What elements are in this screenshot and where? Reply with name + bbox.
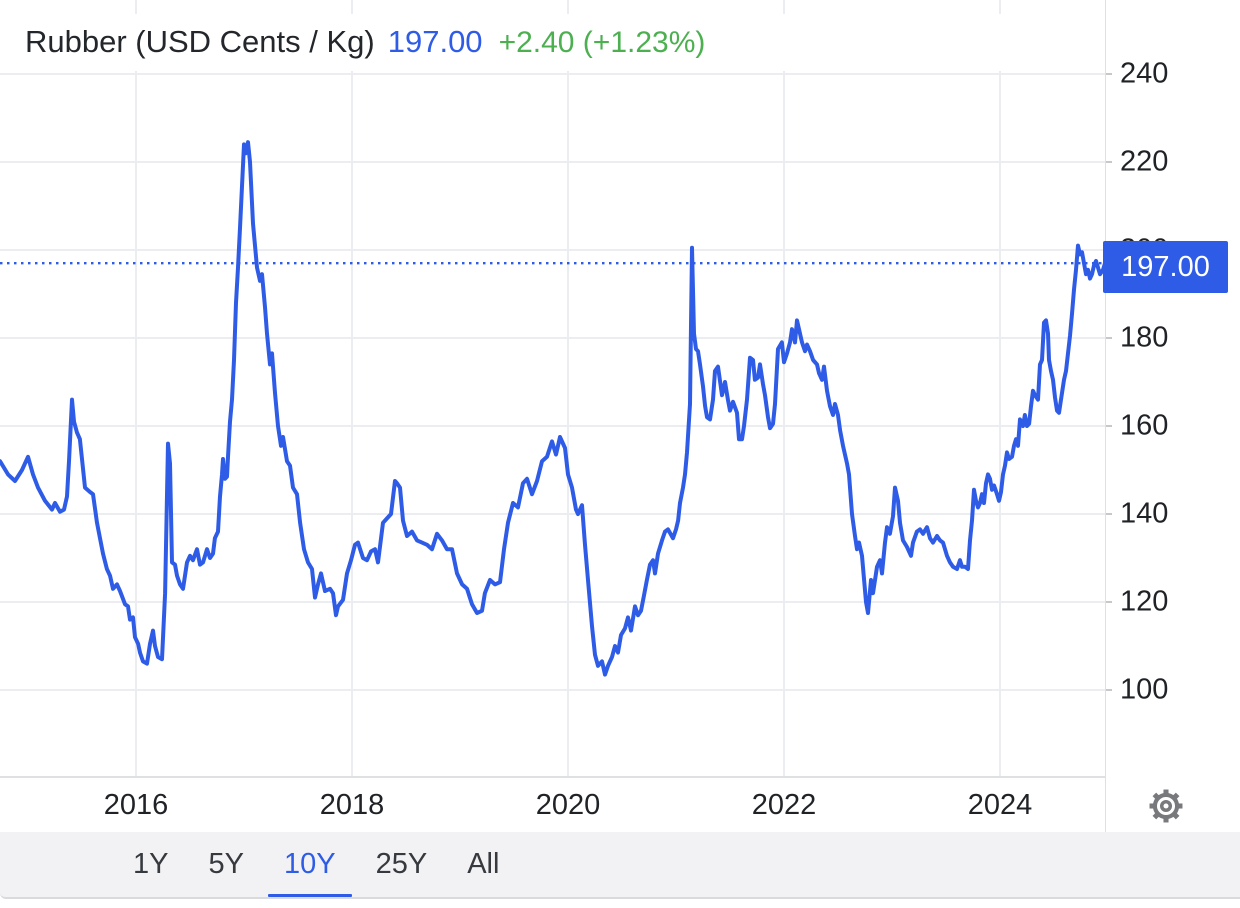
y-axis-label: 140 xyxy=(1120,497,1169,530)
y-axis-tick xyxy=(1106,425,1112,427)
y-axis-label: 240 xyxy=(1120,57,1169,90)
last-price: 197.00 xyxy=(387,24,483,59)
range-tab-25y[interactable]: 25Y xyxy=(356,832,448,897)
x-axis-label: 2022 xyxy=(751,789,817,821)
last-price-axis-label: 197.00 xyxy=(1103,241,1228,293)
price-change: +2.40 (+1.23%) xyxy=(498,26,706,59)
y-axis-tick xyxy=(1106,337,1112,339)
y-axis-label: 100 xyxy=(1120,673,1169,706)
chart-legend: Rubber (USD Cents / Kg) 197.00 +2.40 (+1… xyxy=(25,24,705,60)
x-axis-label: 2020 xyxy=(535,789,601,821)
y-axis-tick xyxy=(1106,161,1112,163)
y-axis-label: 160 xyxy=(1120,409,1169,442)
range-tab-1y[interactable]: 1Y xyxy=(113,832,188,897)
y-axis-label: 120 xyxy=(1120,585,1169,618)
symbol-title: Rubber (USD Cents / Kg) xyxy=(25,24,375,59)
x-axis-label: 2016 xyxy=(103,789,169,821)
range-tab-10y[interactable]: 10Y xyxy=(264,832,356,897)
y-axis[interactable]: 240220200180160140120100 xyxy=(1105,0,1240,832)
y-axis-label: 180 xyxy=(1120,321,1169,354)
gear-icon[interactable] xyxy=(1147,787,1185,825)
price-chart-plot[interactable] xyxy=(0,0,1105,778)
range-toolbar: 1Y 5Y 10Y 25Y All xyxy=(0,832,1240,899)
y-axis-tick xyxy=(1106,73,1112,75)
y-axis-tick xyxy=(1106,601,1112,603)
x-axis-label: 2018 xyxy=(319,789,385,821)
y-axis-label: 220 xyxy=(1120,145,1169,178)
last-price-axis-value: 197.00 xyxy=(1121,250,1210,283)
range-tab-all[interactable]: All xyxy=(447,832,519,897)
x-axis[interactable]: 2016 2018 2020 2022 2024 xyxy=(0,778,1105,832)
y-axis-tick xyxy=(1106,689,1112,691)
range-tab-5y[interactable]: 5Y xyxy=(188,832,263,897)
x-axis-label: 2024 xyxy=(967,789,1033,821)
y-axis-tick xyxy=(1106,513,1112,515)
